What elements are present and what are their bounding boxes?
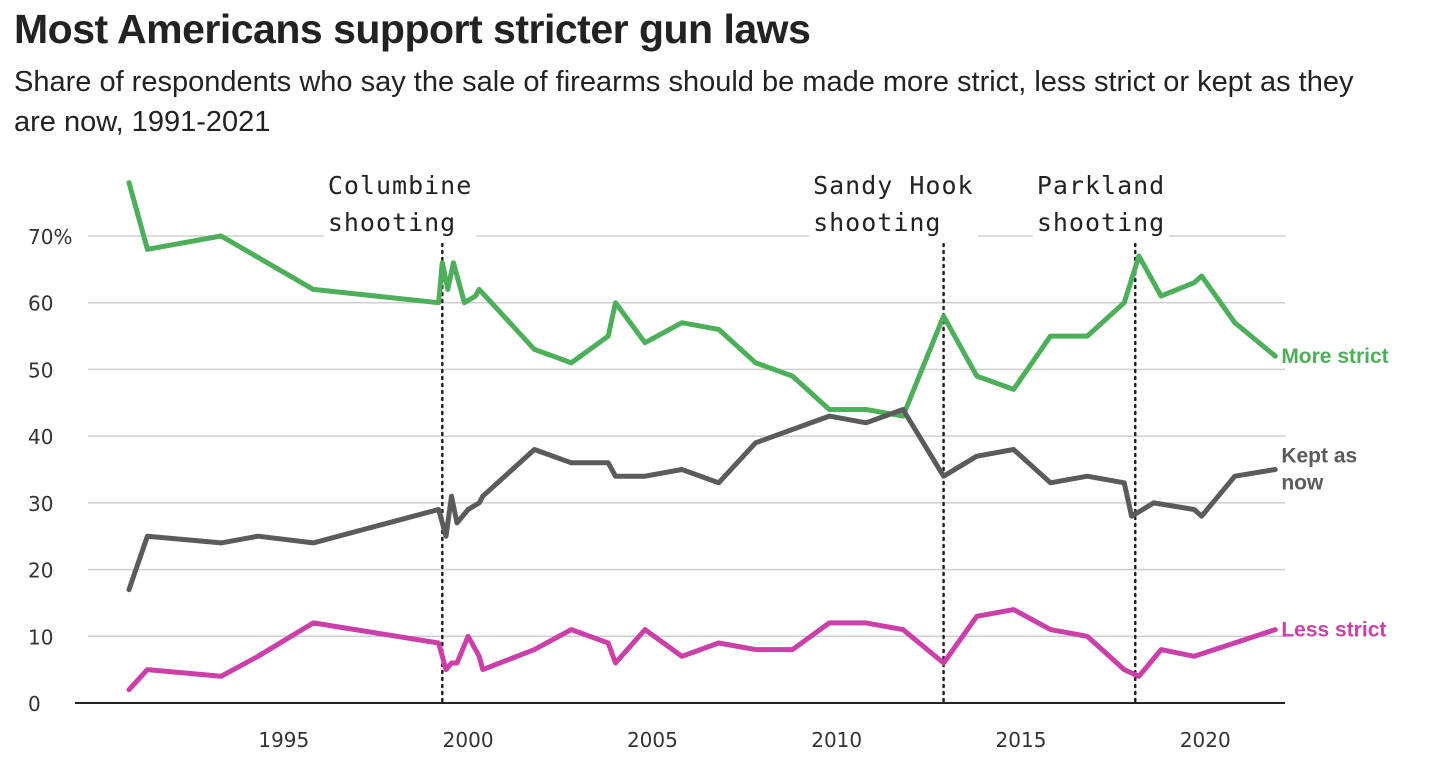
- series-label-line: More strict: [1281, 345, 1388, 368]
- x-tick-label: 2005: [627, 728, 678, 752]
- series-line-less-strict: [126, 607, 1278, 693]
- annotation-background: [809, 171, 978, 243]
- chart-subtitle: Share of respondents who say the sale of…: [14, 66, 1354, 138]
- event-annotation: Columbine shooting: [323, 171, 477, 243]
- annotation-line: Columbine: [328, 171, 472, 200]
- y-tick-label: 60: [28, 292, 53, 316]
- series-label: More strict: [1281, 345, 1388, 368]
- x-axis-ticks: 1995 2000 2005 2010 2015 2020: [258, 728, 1230, 752]
- y-tick-label: 40: [28, 425, 53, 449]
- annotation-label: Columbine shooting: [328, 171, 472, 237]
- series-label-line: Kept as: [1281, 445, 1357, 468]
- annotation-label: Parkland shooting: [1037, 171, 1165, 237]
- x-tick-label: 2015: [996, 728, 1047, 752]
- event-annotation: Parkland shooting: [1032, 171, 1170, 243]
- series-lines: [126, 180, 1278, 693]
- chart-title: Most Americans support stricter gun laws: [14, 6, 811, 52]
- annotation-line: Parkland: [1037, 171, 1165, 200]
- x-tick-label: 2020: [1180, 728, 1231, 752]
- annotation-line: shooting: [1037, 208, 1165, 237]
- series-label-line: now: [1281, 472, 1324, 495]
- series-line-more-strict: [126, 180, 1278, 419]
- x-tick-label: 2000: [443, 728, 494, 752]
- x-tick-label: 2010: [811, 728, 862, 752]
- annotation-line: Sandy Hook: [813, 171, 974, 200]
- y-tick-label: 50: [28, 358, 53, 382]
- series-label-line: Less strict: [1281, 619, 1386, 642]
- series-labels: More strict Kept as now Less strict: [1281, 345, 1388, 642]
- gridlines: [88, 235, 1285, 638]
- y-tick-label: 0: [28, 692, 41, 716]
- y-tick-label: 30: [28, 492, 53, 516]
- y-tick-label: 70%: [28, 225, 72, 249]
- event-annotation: Sandy Hook shooting: [809, 171, 978, 243]
- y-tick-label: 20: [28, 559, 53, 583]
- annotation-line: shooting: [813, 208, 941, 237]
- annotation-label: Sandy Hook shooting: [813, 171, 974, 237]
- x-tick-label: 1995: [258, 728, 309, 752]
- annotation-line: shooting: [328, 208, 456, 237]
- annotation-background: [323, 171, 477, 243]
- series-line-kept-as-now: [126, 407, 1278, 593]
- annotation-background: [1032, 171, 1170, 243]
- series-label: Kept as now: [1281, 445, 1357, 495]
- y-axis-ticks: 0 10 20 30 40 50 60 70%: [28, 225, 72, 716]
- y-tick-label: 10: [28, 625, 53, 649]
- series-label: Less strict: [1281, 619, 1386, 642]
